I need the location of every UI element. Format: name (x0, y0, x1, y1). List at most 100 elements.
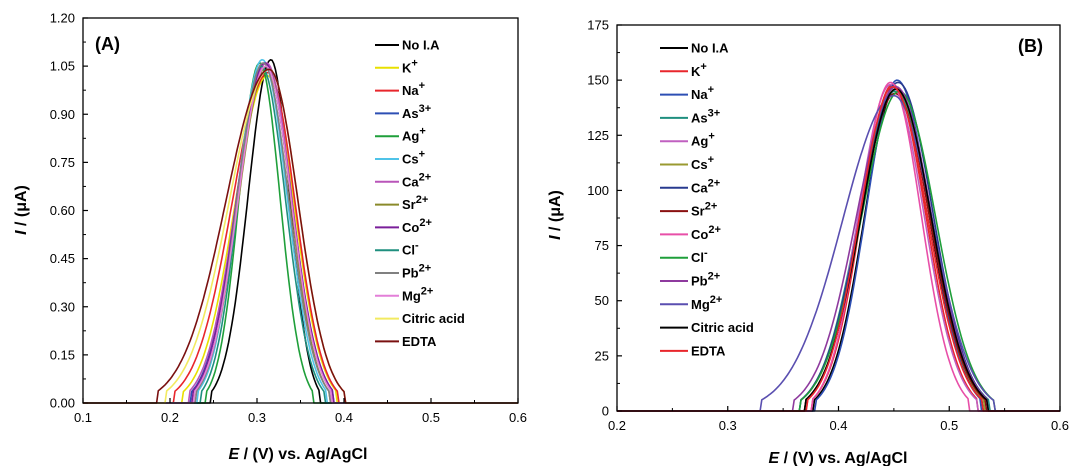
legend-label-base: No I.A (691, 41, 729, 56)
legend-label: Mg2+ (691, 294, 722, 312)
series-line (83, 71, 518, 404)
legend-label-base: Cs (402, 152, 419, 167)
y-tick-label: 0 (602, 404, 609, 419)
legend-label-base: As (691, 110, 708, 125)
series-line (617, 81, 1060, 412)
series-line (617, 83, 1060, 412)
x-tick-label: 0.2 (161, 410, 179, 425)
y-tick-label: 0.00 (50, 396, 75, 411)
legend-label-base: Cl (402, 243, 415, 258)
series-group (83, 58, 518, 404)
series-line (83, 58, 518, 404)
legend-label-base: Na (402, 83, 419, 98)
series-line (83, 62, 518, 404)
y-tick-label: 175 (587, 18, 609, 33)
x-axis-label: E / (V) vs. Ag/AgCl (769, 450, 908, 466)
legend-label: Ca2+ (402, 171, 431, 189)
legend-label-base: Ag (691, 134, 708, 149)
legend-label-base: EDTA (691, 343, 726, 358)
y-axis-label: I / (μA) (547, 190, 564, 240)
series-line (83, 62, 518, 404)
legend-label: Pb2+ (402, 263, 431, 281)
y-tick-label: 0.30 (50, 299, 75, 314)
y-axis-label-symbol: I (547, 235, 564, 240)
legend-label-superscript: 2+ (419, 263, 432, 275)
x-tick-label: 0.4 (335, 410, 353, 425)
x-tick-label: 0.3 (248, 410, 266, 425)
x-tick-label: 0.5 (940, 418, 958, 433)
x-axis-label-symbol: E (229, 446, 241, 463)
legend-label: Ag+ (691, 131, 715, 149)
legend-label: Ag+ (402, 126, 426, 144)
legend-label-base: As (402, 106, 419, 121)
series-line (617, 86, 1060, 412)
series-line (83, 62, 518, 404)
x-axis-label-unit: / (V) vs. Ag/AgCl (779, 450, 907, 466)
series-line (83, 62, 518, 404)
x-tick-label: 0.6 (1051, 418, 1069, 433)
legend-label: No I.A (691, 41, 729, 56)
legend-label-base: Ag (402, 129, 419, 144)
legend-label-base: Co (691, 227, 708, 242)
legend-label: No I.A (402, 38, 440, 53)
legend-label-superscript: 2+ (708, 177, 721, 189)
legend-label: Na+ (691, 84, 714, 102)
legend-label-superscript: + (419, 126, 425, 138)
y-tick-label: 125 (587, 128, 609, 143)
legend-label: Pb2+ (691, 271, 720, 289)
y-tick-label: 0.75 (50, 155, 75, 170)
legend-label-superscript: 2+ (710, 294, 723, 306)
legend-label: Cl- (691, 247, 708, 265)
x-tick-label: 0.4 (829, 418, 847, 433)
plot-frame (82, 17, 519, 404)
legend-label-superscript: - (704, 247, 708, 259)
legend-label-base: Pb (402, 266, 419, 281)
y-tick-label: 0.15 (50, 347, 75, 362)
y-tick-label: 25 (595, 348, 609, 363)
series-line (617, 88, 1060, 412)
y-axis-label-symbol: I (13, 230, 30, 235)
legend-label-base: Co (402, 220, 419, 235)
x-tick-label: 0.6 (509, 410, 527, 425)
legend-label: Citric acid (402, 311, 465, 326)
legend-label-superscript: + (708, 154, 714, 166)
series-line (617, 90, 1060, 412)
y-tick-label: 1.20 (50, 11, 75, 26)
legend-label-base: EDTA (402, 334, 437, 349)
legend-label-superscript: 2+ (708, 224, 721, 236)
chart-panel-a: 0.1 0.2 0.3 0.4 0.5 0.6 0.00 0.15 0.30 0.45 0.60 0.… (13, 11, 527, 464)
legend-label-base: K (402, 60, 412, 75)
legend-label-base: Sr (402, 197, 416, 212)
series-group (617, 79, 1060, 412)
y-tick-label: 100 (587, 183, 609, 198)
legend-label: As3+ (402, 103, 431, 121)
legend-label: K+ (691, 61, 707, 79)
series-line (617, 86, 1060, 412)
legend-label: K+ (402, 57, 418, 75)
legend-label-superscript: 2+ (419, 171, 432, 183)
legend-label: Cs+ (402, 149, 425, 167)
legend-label-superscript: + (708, 131, 714, 143)
legend-label: Co2+ (402, 217, 432, 235)
legend-label-base: K (691, 64, 701, 79)
x-tick-label: 0.2 (608, 418, 626, 433)
legend: No I.AK+Na+As3+Ag+Cs+Ca2+Sr2+Co2+Cl-Pb2+… (660, 41, 754, 358)
legend-label-base: Citric acid (402, 311, 465, 326)
series-line (83, 65, 518, 404)
series-line (83, 62, 518, 404)
legend-label-base: Cs (691, 157, 708, 172)
series-line (617, 83, 1060, 412)
legend-label-superscript: 3+ (419, 103, 432, 115)
series-line (617, 88, 1060, 412)
panel-label: (A) (95, 34, 120, 54)
series-line (83, 68, 518, 404)
legend-label: Sr2+ (691, 201, 717, 219)
series-line (617, 90, 1060, 412)
legend-label: Ca2+ (691, 177, 720, 195)
legend-label: EDTA (402, 334, 437, 349)
legend-label-superscript: 3+ (708, 107, 721, 119)
x-tick-label: 0.1 (74, 410, 92, 425)
y-tick-label: 0.90 (50, 107, 75, 122)
legend-label-superscript: 2+ (708, 271, 721, 283)
y-tick-label: 75 (595, 238, 609, 253)
